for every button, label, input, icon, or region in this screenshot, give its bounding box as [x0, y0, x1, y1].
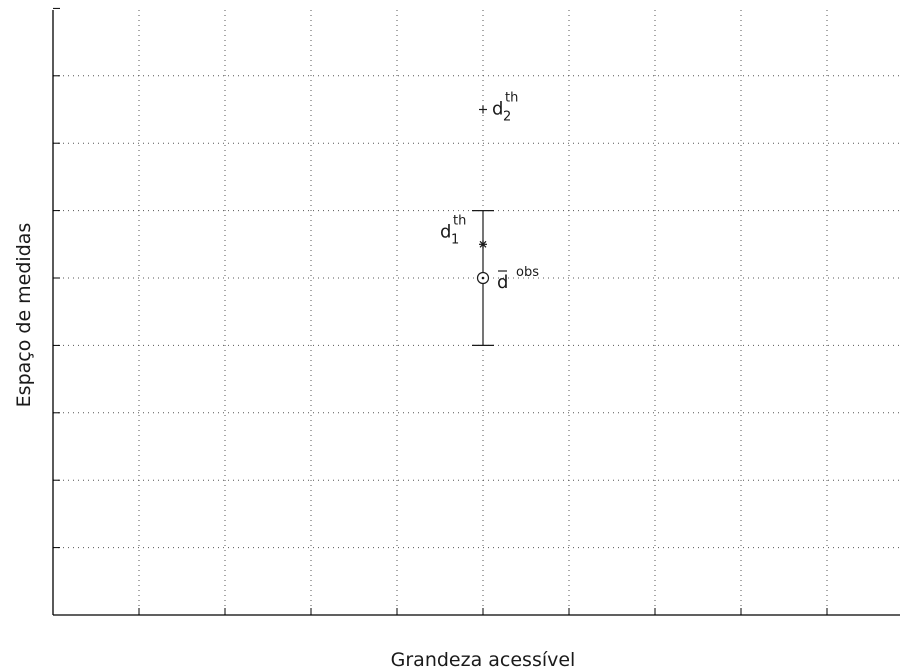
label-d-1-th: d	[440, 221, 451, 242]
grid-lines	[53, 10, 900, 615]
axes	[52, 7, 900, 616]
label-sub-d-1-th: 1	[451, 232, 459, 247]
marker-plus-d-2-th	[479, 105, 487, 114]
marker-circle-d-obs	[476, 271, 490, 285]
label-d-obs: d	[497, 272, 508, 293]
y-axis-label: Espaço de medidas	[13, 223, 35, 408]
label-sup-d-1-th: th	[453, 213, 466, 228]
data-marks	[472, 105, 494, 346]
x-axis-label: Grandeza acessível	[391, 649, 576, 670]
label-sup-d-2-th: th	[505, 91, 518, 106]
label-sup-d-obs: obs	[516, 265, 539, 280]
label-d-2-th: d	[492, 99, 503, 120]
label-sub-d-2-th: 2	[503, 110, 511, 125]
